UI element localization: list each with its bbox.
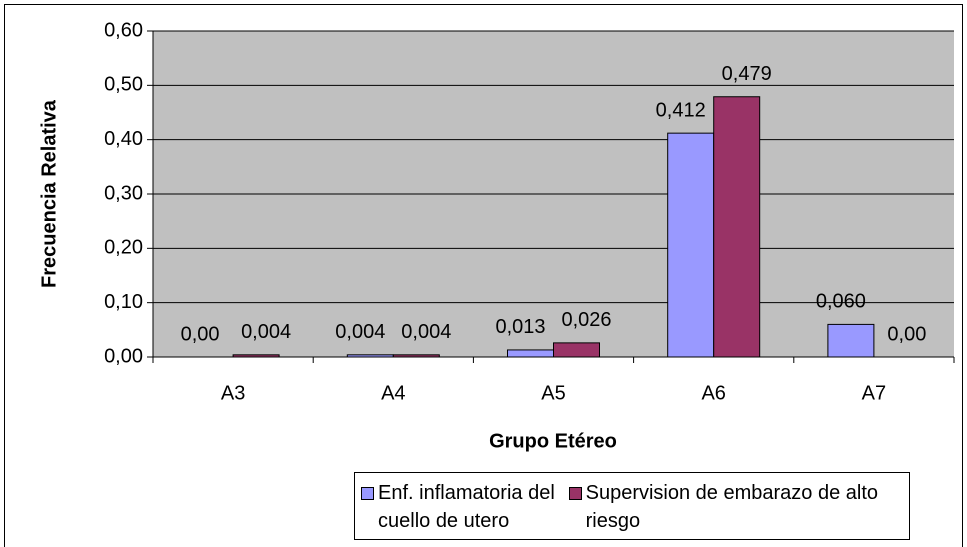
y-tick-label: 0,50 bbox=[104, 74, 143, 96]
y-tick-label: 0,00 bbox=[104, 345, 143, 367]
legend-item: Supervision de embarazo de alto riesgo bbox=[568, 479, 905, 539]
data-label: 0,004 bbox=[335, 321, 385, 343]
y-tick-label: 0,30 bbox=[104, 182, 143, 204]
x-tick-label: A6 bbox=[701, 382, 725, 404]
legend-label: Enf. inflamatoria del cuello de utero bbox=[378, 482, 555, 532]
bar bbox=[507, 349, 554, 358]
legend-label: Supervision de embarazo de alto riesgo bbox=[585, 482, 879, 532]
x-axis-title: Grupo Etéreo bbox=[489, 430, 617, 452]
bar bbox=[827, 323, 875, 358]
y-axis-title: Frecuencia Relativa bbox=[38, 99, 60, 288]
data-label: 0,00 bbox=[887, 323, 926, 345]
x-tick-label: A5 bbox=[541, 382, 565, 404]
legend-swatch bbox=[361, 487, 374, 500]
bar bbox=[553, 342, 600, 358]
bar bbox=[713, 96, 761, 358]
legend-item: Enf. inflamatoria del cuello de utero bbox=[361, 479, 569, 539]
x-tick-label: A4 bbox=[381, 382, 405, 404]
y-tick-label: 0,10 bbox=[104, 291, 143, 313]
y-tick-label: 0,20 bbox=[104, 237, 143, 259]
legend-swatch bbox=[568, 487, 582, 500]
data-label: 0,412 bbox=[656, 99, 706, 121]
data-label: 0,004 bbox=[401, 321, 451, 343]
x-tick-label: A7 bbox=[862, 382, 886, 404]
data-label: 0,060 bbox=[816, 291, 866, 313]
data-label: 0,479 bbox=[722, 63, 772, 85]
y-tick-label: 0,40 bbox=[104, 128, 143, 150]
x-tick-label: A3 bbox=[221, 382, 245, 404]
data-label: 0,026 bbox=[561, 309, 611, 331]
legend: Enf. inflamatoria del cuello de utero Sup… bbox=[354, 472, 910, 540]
data-label: 0,00 bbox=[181, 323, 220, 345]
bar bbox=[667, 132, 715, 358]
data-label: 0,013 bbox=[495, 316, 545, 338]
data-label: 0,004 bbox=[241, 321, 291, 343]
y-tick-label: 0,60 bbox=[104, 19, 143, 41]
